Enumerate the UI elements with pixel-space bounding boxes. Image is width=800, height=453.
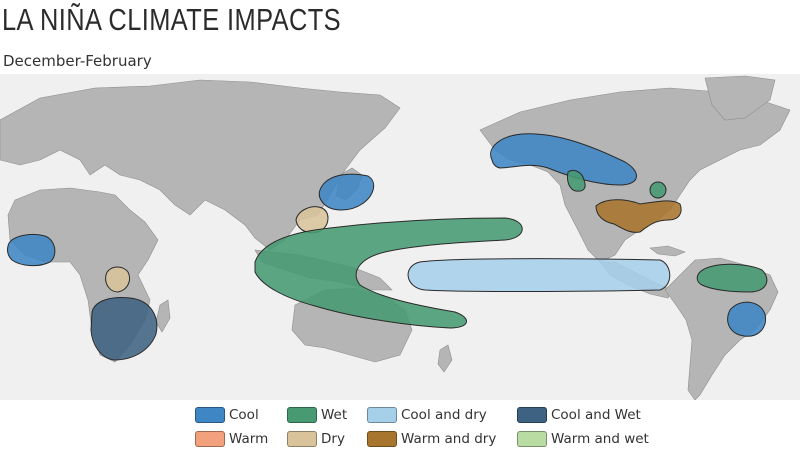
legend-swatch-dry [287, 431, 317, 447]
caribbean-landmass [649, 245, 686, 257]
new-zealand-landmass [437, 344, 453, 373]
legend-label-cool-dry: Cool and dry [401, 407, 487, 423]
madagascar-landmass [155, 299, 171, 333]
region-southern-united-states [595, 199, 682, 233]
page-subtitle: December-February [3, 52, 152, 70]
legend-swatch-cool-wet [517, 407, 547, 423]
legend-label-cool-wet: Cool and Wet [551, 407, 641, 423]
legend-item-warm-dry: Warm and dry [367, 429, 496, 449]
impact-regions [7, 133, 768, 361]
legend-item-cool: Cool [195, 405, 259, 425]
legend-item-warm-wet: Warm and wet [517, 429, 649, 449]
legend-swatch-warm [195, 431, 225, 447]
region-maritime-continent-australia [254, 217, 523, 329]
legend-swatch-warm-dry [367, 431, 397, 447]
region-northern-south-america [696, 263, 768, 293]
legend-item-warm: Warm [195, 429, 268, 449]
region-japan [318, 173, 375, 211]
legend-label-warm-dry: Warm and dry [401, 431, 497, 447]
legend-item-wet: Wet [287, 405, 347, 425]
legend-swatch-wet [287, 407, 317, 423]
legend-swatch-cool-dry [367, 407, 397, 423]
legend-label-wet: Wet [321, 407, 348, 423]
legend: Cool Wet Cool and dry Cool and Wet Warm … [195, 405, 695, 451]
region-southeast-brazil [727, 301, 767, 337]
region-pacific-northwest-canada [490, 133, 637, 186]
legend-item-cool-wet: Cool and Wet [517, 405, 641, 425]
page-title: LA NIÑA CLIMATE IMPACTS [2, 2, 342, 37]
region-west-africa [7, 233, 56, 267]
region-southern-africa [90, 297, 158, 361]
greenland-landmass [704, 75, 776, 121]
legend-label-warm: Warm [229, 431, 269, 447]
region-central-equatorial-pacific [407, 258, 671, 292]
region-east-africa [105, 266, 131, 293]
legend-swatch-warm-wet [517, 431, 547, 447]
legend-label-cool: Cool [229, 407, 259, 423]
legend-label-warm-wet: Warm and wet [551, 431, 649, 447]
world-map [0, 74, 800, 400]
region-ohio-valley [649, 181, 667, 199]
legend-item-cool-dry: Cool and dry [367, 405, 487, 425]
legend-item-dry: Dry [287, 429, 345, 449]
region-northern-california [567, 169, 586, 192]
legend-label-dry: Dry [321, 431, 345, 447]
legend-swatch-cool [195, 407, 225, 423]
